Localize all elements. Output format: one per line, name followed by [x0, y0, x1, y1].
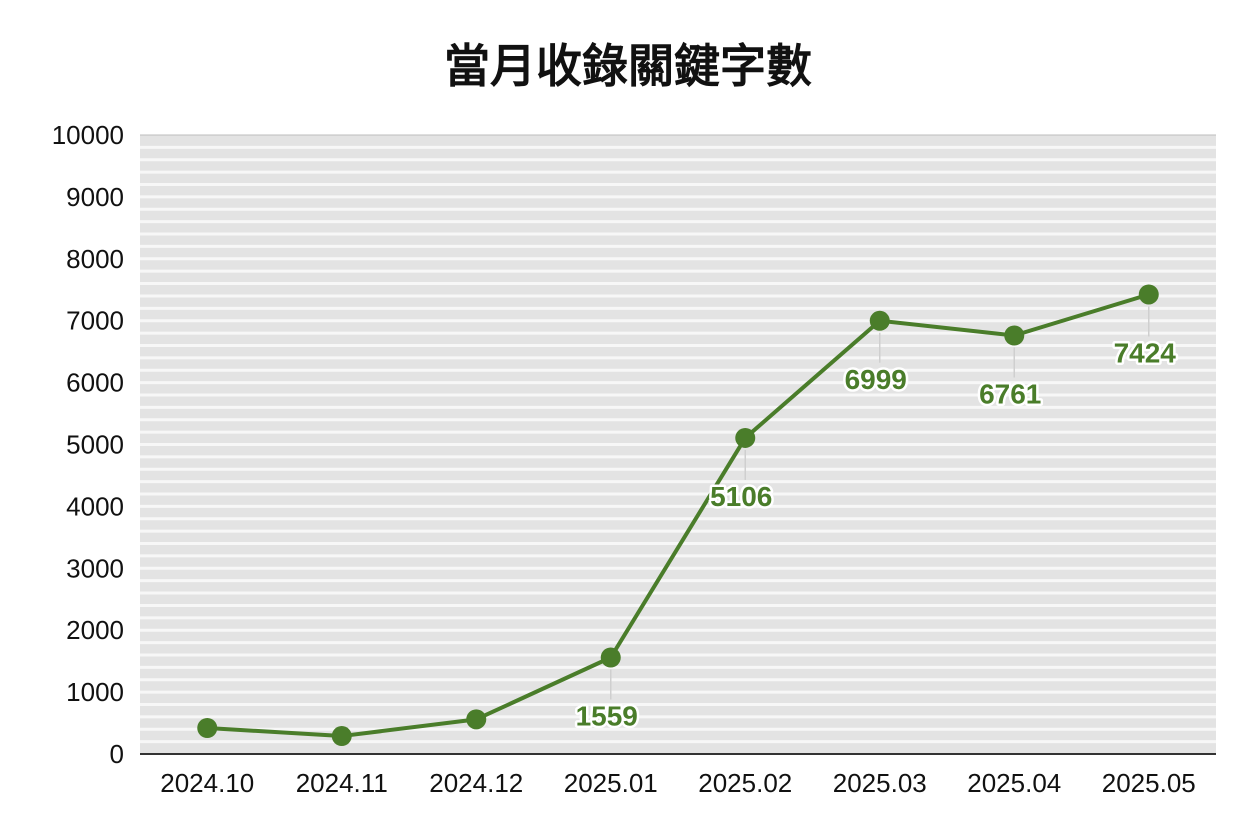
x-tick-label: 2024.10 — [160, 768, 254, 798]
y-tick-label: 9000 — [66, 182, 124, 212]
x-tick-label: 2024.12 — [429, 768, 523, 798]
x-tick-label: 2025.03 — [833, 768, 927, 798]
x-tick-label: 2025.01 — [564, 768, 658, 798]
y-tick-label: 7000 — [66, 306, 124, 336]
y-tick-label: 10000 — [52, 120, 124, 150]
data-label: 6761 — [979, 378, 1041, 409]
data-point — [466, 709, 487, 730]
data-point — [331, 726, 352, 747]
y-tick-label: 4000 — [66, 491, 124, 521]
y-tick-label: 1000 — [66, 677, 124, 707]
data-point — [869, 310, 890, 331]
y-tick-label: 6000 — [66, 368, 124, 398]
data-point — [197, 718, 218, 739]
data-point — [1138, 284, 1159, 305]
data-label: 6999 — [845, 364, 907, 395]
y-tick-label: 2000 — [66, 615, 124, 645]
data-point — [735, 427, 756, 448]
y-tick-label: 8000 — [66, 244, 124, 274]
series-line — [207, 292, 1150, 739]
chart-title: 當月收錄關鍵字數 — [444, 39, 812, 93]
y-tick-label: 5000 — [66, 430, 124, 460]
y-tick-label: 3000 — [66, 553, 124, 583]
data-label: 7424 — [1114, 337, 1177, 368]
data-point — [600, 647, 621, 668]
x-tick-label: 2025.02 — [698, 768, 792, 798]
x-tick-label: 2024.11 — [296, 768, 388, 798]
x-tick-label: 2025.05 — [1102, 768, 1196, 798]
data-label: 5106 — [710, 481, 772, 512]
data-point — [1004, 325, 1025, 346]
data-label: 1559 — [576, 700, 638, 731]
y-tick-label: 0 — [110, 739, 124, 769]
x-tick-label: 2025.04 — [967, 768, 1061, 798]
